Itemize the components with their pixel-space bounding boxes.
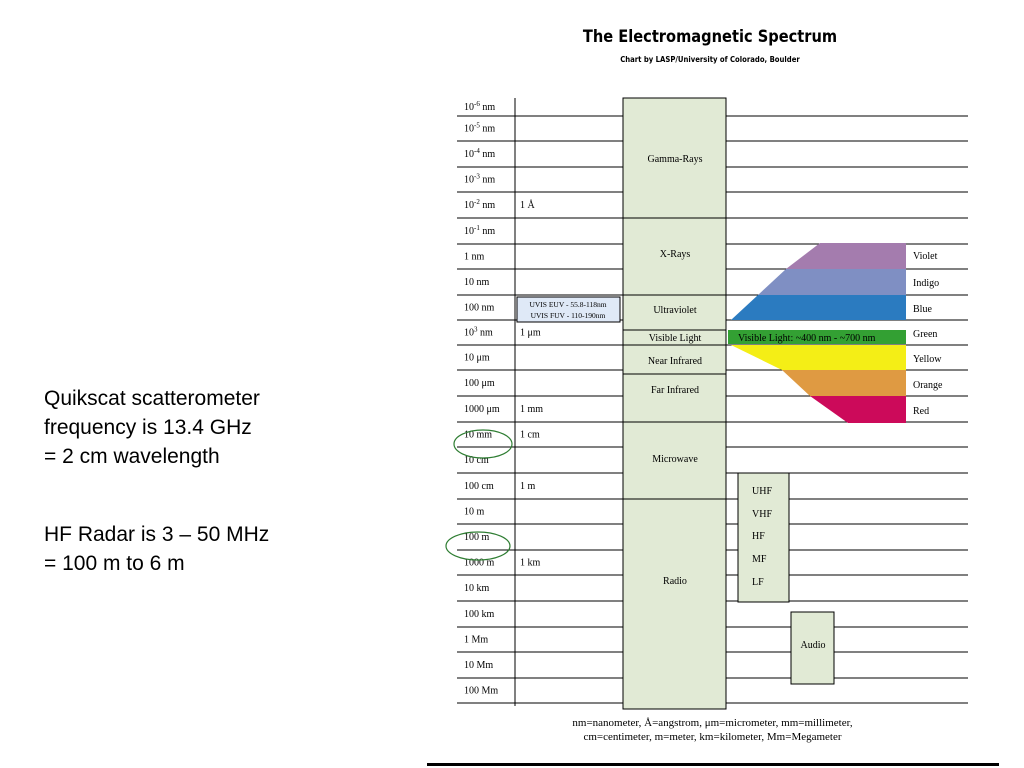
wavelength-label: 10 Mm — [464, 660, 493, 671]
radio-subband-label: MF — [752, 554, 767, 565]
quikscat-note-line: Quikscat scatterometer — [44, 387, 260, 410]
colour-label: Indigo — [913, 278, 939, 289]
quikscat-note: Quikscat scatterometer frequency is 13.4… — [44, 384, 374, 471]
wavelength-label: 10-6 nm — [464, 100, 495, 113]
equivalent-label: 1 km — [520, 558, 541, 569]
hf-radar-note: HF Radar is 3 – 50 MHz = 100 m to 6 m — [44, 520, 374, 578]
colour-label: Green — [913, 329, 937, 340]
band-1-box — [622, 217, 727, 296]
quikscat-note-line: = 2 cm wavelength — [44, 445, 220, 468]
equivalent-label: 1 m — [520, 481, 536, 492]
band-6-box — [622, 421, 727, 500]
band-label: Near Infrared — [648, 356, 702, 367]
wavelength-label: 10-4 nm — [464, 147, 495, 160]
wavelength-label: 100 μm — [464, 378, 495, 389]
highlight-circle-100m — [445, 531, 511, 561]
band-label: Ultraviolet — [653, 305, 697, 316]
colour-label: Blue — [913, 304, 932, 315]
equivalent-label: 1 mm — [520, 404, 543, 415]
wavelength-label: 10-3 nm — [464, 173, 495, 186]
equivalent-label: 1 μm — [520, 328, 541, 339]
uvis-box — [516, 296, 621, 323]
legend-line: nm=nanometer, Å=angstrom, μm=micrometer,… — [572, 717, 853, 729]
band-label: Radio — [663, 576, 687, 587]
quikscat-note-line: frequency is 13.4 GHz — [44, 416, 252, 439]
spectrum-title: The Electromagnetic Spectrum — [582, 27, 838, 47]
wavelength-label: 1000 μm — [464, 404, 500, 415]
band-label: Gamma-Rays — [648, 154, 703, 165]
hf-radar-note-line: HF Radar is 3 – 50 MHz — [44, 523, 270, 546]
radio-subband-label: VHF — [752, 509, 772, 520]
visible-light-label: Visible Light: ~400 nm - ~700 nm — [738, 333, 876, 344]
highlight-circle-10mm — [453, 429, 513, 459]
legend-line: cm=centimeter, m=meter, km=kilometer, Mm… — [583, 731, 842, 743]
colour-label: Yellow — [913, 354, 942, 365]
band-label: X-Rays — [660, 249, 691, 260]
colour-label: Violet — [913, 251, 938, 262]
wavelength-label: 100 cm — [464, 481, 494, 492]
equivalent-label: 1 Å — [520, 199, 536, 211]
audio-label: Audio — [801, 640, 826, 651]
band-7-box — [622, 498, 727, 710]
wavelength-label: 10 nm — [464, 277, 490, 288]
band-2-box — [622, 294, 727, 331]
wavelength-label: 10 km — [464, 583, 490, 594]
uvis-label: UVIS FUV - 110-190nm — [531, 311, 606, 320]
band-label: Far Infrared — [651, 385, 699, 396]
wavelength-label: 10 m — [464, 507, 485, 518]
colour-band-orange — [782, 370, 906, 396]
colour-label: Orange — [913, 380, 943, 391]
bottom-rule — [427, 763, 999, 766]
hf-radar-note-line: = 100 m to 6 m — [44, 552, 185, 575]
colour-band-indigo — [758, 269, 906, 295]
radio-subband-label: HF — [752, 531, 765, 542]
wavelength-label: 1000 m — [464, 558, 495, 569]
wavelength-label: 103 nm — [464, 326, 493, 339]
visible-light-bar — [728, 330, 906, 344]
band-label: Microwave — [652, 454, 698, 465]
radio-subband-label: LF — [752, 577, 764, 588]
wavelength-label: 100 nm — [464, 303, 495, 314]
wavelength-label: 100 m — [464, 532, 490, 543]
wavelength-label: 1 nm — [464, 252, 485, 263]
wavelength-label: 1 Mm — [464, 635, 488, 646]
uvis-label: UVIS EUV - 55.8-118nm — [529, 300, 606, 309]
colour-band-violet — [786, 243, 906, 269]
band-5-box — [622, 373, 727, 423]
band-label: Visible Light — [649, 333, 702, 344]
radio-subband-box — [737, 472, 790, 603]
colour-label: Red — [913, 406, 929, 417]
unit-legend: nm=nanometer, Å=angstrom, μm=micrometer,… — [460, 716, 965, 744]
wavelength-label: 10-5 nm — [464, 122, 495, 135]
colour-band-yellow — [731, 345, 906, 370]
wavelength-label: 10 μm — [464, 353, 490, 364]
colour-band-blue — [731, 295, 906, 320]
annotation-notes: Quikscat scatterometer frequency is 13.4… — [44, 384, 374, 578]
wavelength-label: 100 km — [464, 609, 495, 620]
wavelength-label: 100 Mm — [464, 686, 498, 697]
audio-box — [790, 611, 835, 685]
radio-subband-label: UHF — [752, 486, 772, 497]
wavelength-label: 10 mm — [464, 430, 492, 441]
equivalent-label: 1 cm — [520, 430, 540, 441]
wavelength-label: 10-2 nm — [464, 198, 495, 211]
wavelength-label: 10 cm — [464, 455, 489, 466]
spectrum-subtitle: Chart by LASP/University of Colorado, Bo… — [620, 55, 800, 64]
wavelength-label: 10-1 nm — [464, 224, 495, 237]
band-0-box — [622, 97, 727, 219]
colour-band-red — [810, 396, 906, 423]
